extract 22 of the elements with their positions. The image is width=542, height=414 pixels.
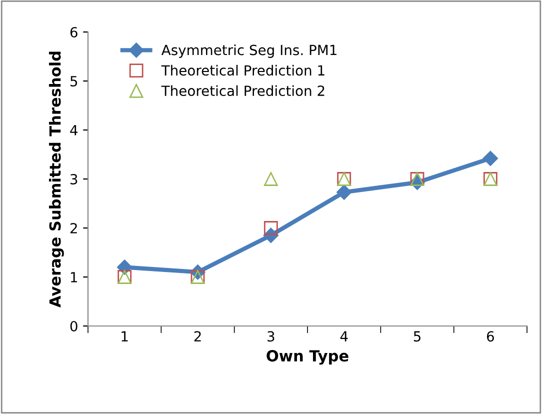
y-tick-label: 3 (70, 174, 78, 184)
legend-label: Theoretical Prediction 2 (161, 85, 324, 96)
y-axis-title: Average Submitted Threshold (48, 52, 64, 308)
x-axis-title: Own Type (266, 350, 348, 365)
legend-label: Asymmetric Seg Ins. PM1 (161, 44, 336, 58)
point (336, 184, 352, 200)
x-tick-label: 4 (340, 331, 348, 342)
x-tick-label: 2 (194, 331, 201, 342)
y-tick-label: 5 (70, 76, 78, 86)
y-tick-label: 4 (70, 125, 78, 136)
point (264, 172, 278, 186)
x-tick-label: 1 (122, 331, 128, 342)
x-tick-label: 3 (268, 331, 274, 342)
x-tick-label: 5 (414, 331, 420, 342)
y-tick-label: 1 (70, 272, 77, 282)
point (482, 150, 498, 166)
y-tick-label: 0 (70, 320, 78, 332)
y-tick-label: 6 (70, 26, 78, 38)
point (264, 221, 278, 235)
legend-label: Theoretical Prediction 1 (161, 64, 324, 76)
y-tick-label: 2 (70, 222, 77, 234)
x-tick-label: 6 (486, 331, 494, 342)
